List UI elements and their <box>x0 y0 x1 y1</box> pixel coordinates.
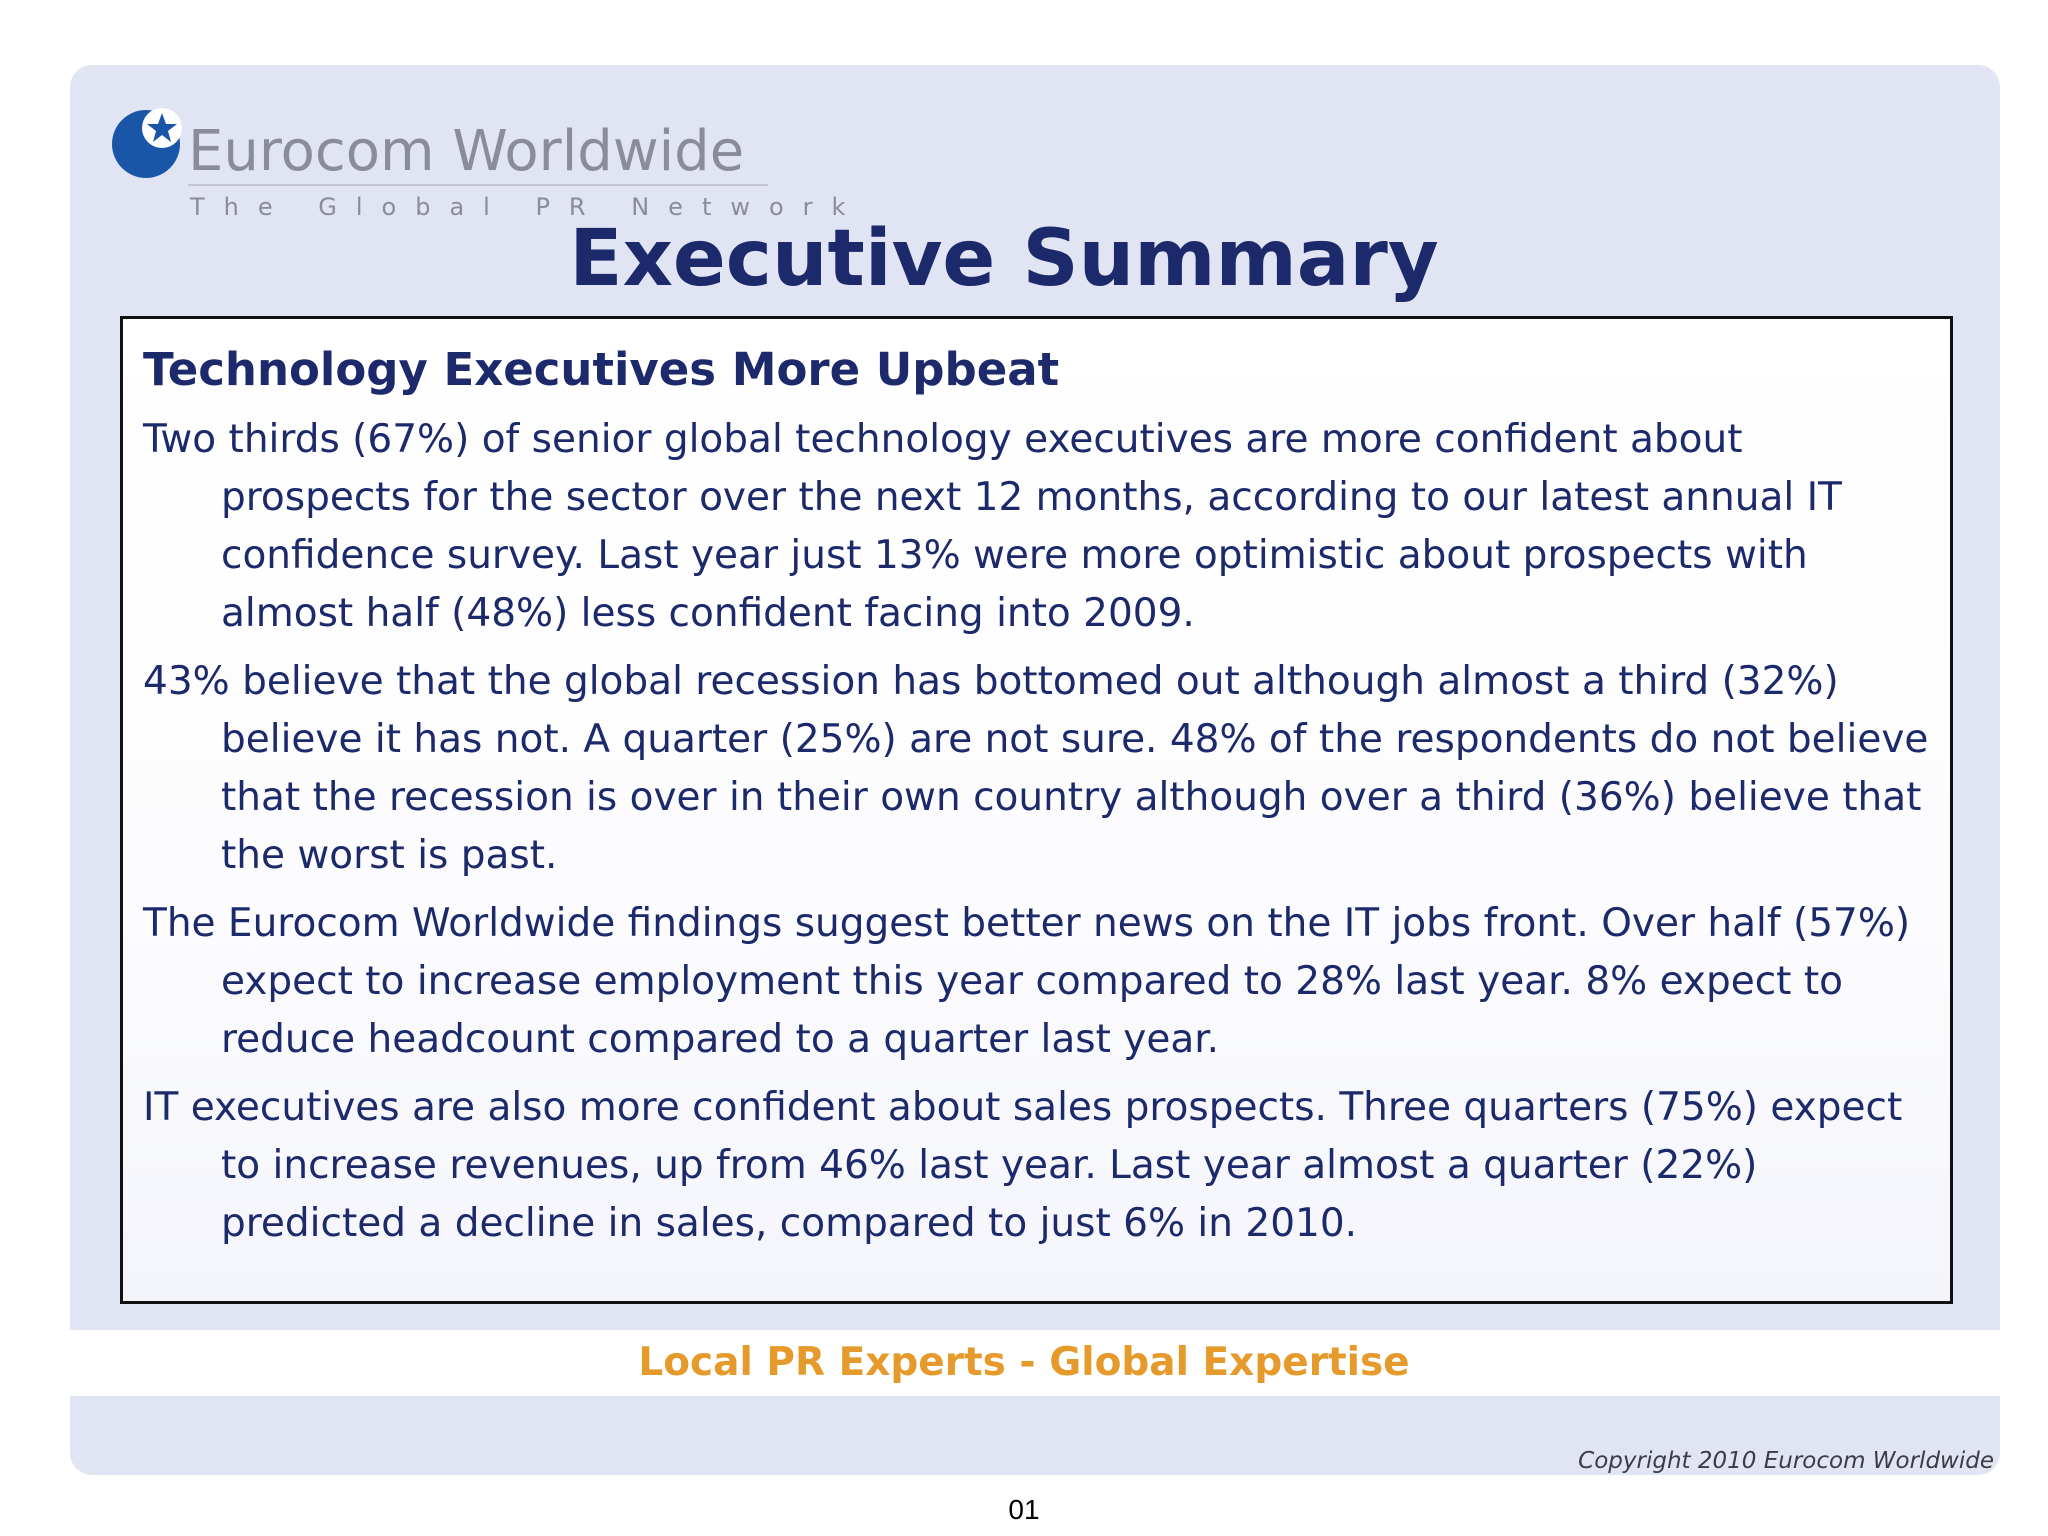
summary-paragraph: IT executives are also more confident ab… <box>143 1085 1903 1246</box>
page-title-text: Executive Summary <box>569 214 1439 304</box>
copyright-notice: Copyright 2010 Eurocom Worldwide <box>1578 1448 1994 1474</box>
summary-paragraph: 43% believe that the global recession ha… <box>143 659 1929 878</box>
summary-box: Technology Executives More Upbeat Two th… <box>120 316 1953 1304</box>
summary-paragraphs: Two thirds (67%) of senior global techno… <box>143 411 1943 1263</box>
page-number: 01 <box>1008 1494 1040 1525</box>
logo-name: Eurocom Worldwide <box>188 119 745 184</box>
tagline: Local PR Experts - Global Expertise <box>638 1340 1410 1385</box>
section-heading: Technology Executives More Upbeat <box>143 343 1060 396</box>
eurocom-logo: Eurocom Worldwide The Global PR Network <box>110 102 845 222</box>
summary-paragraph: The Eurocom Worldwide findings suggest b… <box>143 901 1911 1062</box>
summary-paragraph: Two thirds (67%) of senior global techno… <box>143 417 1842 636</box>
globe-star-icon <box>112 108 182 178</box>
tagline-band <box>70 1330 2000 1396</box>
logo-divider <box>188 184 768 186</box>
logo-subtitle: The Global PR Network <box>190 193 865 221</box>
page-title: Executive Summary <box>0 220 2048 298</box>
